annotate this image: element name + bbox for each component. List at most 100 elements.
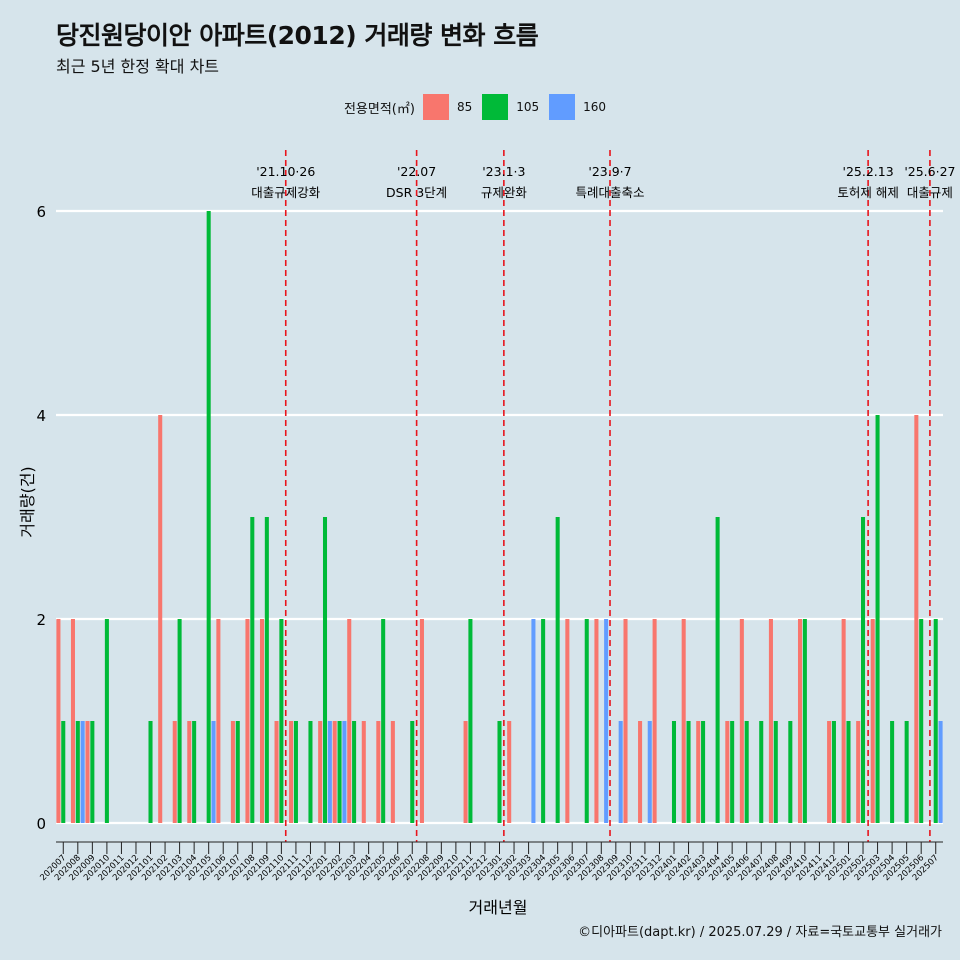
bar-85-202008 [70, 619, 75, 823]
legend-label-105: 105 [516, 100, 540, 114]
legend-label-85: 85 [456, 100, 473, 114]
bar-105-202107 [235, 721, 240, 823]
bar-85-202007 [56, 619, 61, 823]
legend-swatch-160 [549, 94, 576, 120]
bar-160-202105 [211, 721, 216, 823]
bar-105-202403 [701, 721, 706, 823]
y-tick-label: 0 [36, 815, 46, 833]
bar-85-202204 [361, 721, 366, 823]
bar-85-202302 [507, 721, 512, 823]
legend-item-85: 85 [422, 94, 473, 120]
bar-105-202008 [75, 721, 80, 823]
bar-105-202409 [788, 721, 793, 823]
event-date-label: '25.2.13 [843, 164, 894, 179]
legend-item-160: 160 [549, 94, 606, 120]
event-date-label: '22.07 [397, 164, 436, 179]
chart-subtitle: 최근 5년 한정 확대 차트 [56, 57, 220, 76]
bar-105-202109 [264, 517, 269, 823]
event-markers: '21.10·26 대출규제강화 '22.07 DSR 3단계 '23.1·3 규제완화 '… [251, 150, 955, 842]
bar-105-202501 [846, 721, 851, 823]
event-date-label: '21.10·26 [256, 164, 315, 179]
event-date-label: '23.1·3 [482, 164, 525, 179]
bar-105-202211 [468, 619, 473, 823]
bar-105-202503 [875, 415, 880, 823]
legend-label-160: 160 [583, 100, 607, 114]
event-name-label: 대출규제 [907, 185, 953, 200]
bar-85-202408 [768, 619, 773, 823]
legend-item-105: 105 [482, 94, 539, 120]
bar-105-202404 [715, 517, 720, 823]
bar-85-202410 [797, 619, 803, 823]
bar-85-202106 [216, 619, 221, 823]
bar-160-202202 [342, 721, 347, 823]
bar-105-202406 [744, 721, 749, 823]
bar-105-202305 [555, 517, 560, 823]
bar-85-202205 [376, 721, 381, 823]
bar-85-202312 [652, 619, 657, 823]
bar-105-202402 [686, 721, 691, 823]
bar-85-202202 [332, 721, 337, 823]
bar-85-202405 [725, 721, 730, 823]
bar-85-202107 [230, 721, 235, 823]
bar-85-202402 [681, 619, 686, 823]
bar-160-202303 [531, 619, 536, 823]
bar-105-202405 [730, 721, 735, 823]
caption: ©디아파트(dapt.kr) / 2025.07.29 / 자료=국토교통부 실… [578, 925, 942, 940]
bar-85-202502 [856, 721, 861, 823]
bar-85-202311 [638, 721, 643, 823]
bar-105-202207 [410, 721, 415, 823]
event-name-label: DSR 3단계 [386, 185, 447, 200]
bar-105-202301 [497, 721, 502, 823]
gridlines [56, 209, 943, 825]
bar-85-202406 [739, 619, 744, 823]
bar-160-202008 [80, 721, 85, 823]
event-name-label: 규제완화 [481, 185, 528, 200]
bar-105-202112 [308, 721, 313, 823]
bar-85-202310 [623, 619, 628, 823]
bar-105-202408 [773, 721, 778, 823]
bar-105-202103 [177, 619, 182, 823]
bar-85-202403 [696, 721, 701, 823]
bar-85-202104 [187, 721, 192, 823]
event-date-label: '23.9·7 [588, 164, 631, 179]
bars [56, 211, 943, 823]
bar-105-202307 [584, 619, 589, 823]
bar-105-202507 [933, 619, 938, 823]
bar-85-202203 [347, 619, 352, 823]
bar-85-202501 [841, 619, 846, 823]
bar-85-202009 [85, 721, 90, 823]
bar-105-202105 [206, 211, 211, 823]
bar-105-202505 [904, 721, 909, 823]
bar-105-202108 [250, 517, 255, 823]
bar-85-202109 [259, 619, 265, 823]
bar-160-202201 [327, 721, 332, 823]
bar-105-202205 [381, 619, 386, 823]
bar-85-202206 [390, 721, 395, 823]
bar-105-202504 [890, 721, 895, 823]
y-tick-label: 6 [36, 203, 46, 221]
bar-160-202308 [604, 619, 609, 823]
bar-105-202101 [148, 721, 153, 823]
event-name-label: 특례대출축소 [576, 185, 645, 200]
bar-160-202507 [938, 721, 943, 823]
bar-105-202203 [352, 721, 357, 823]
legend: 전용면적(㎡) 85 105 160 [0, 92, 960, 122]
bar-85-202506 [914, 415, 919, 823]
event-name-label: 토허제 해제 [837, 185, 898, 200]
chart-title: 당진원당이안 아파트(2012) 거래량 변화 흐름 [56, 21, 539, 50]
bar-105-202401 [671, 721, 677, 823]
bar-105-202506 [919, 619, 924, 823]
x-axis-title: 거래년월 [469, 898, 528, 917]
event-name-label: 대출규제강화 [251, 185, 321, 200]
bar-105-202412 [831, 721, 836, 823]
bar-105-202502 [861, 517, 866, 823]
bar-85-202201 [318, 721, 323, 823]
bar-105-202104 [192, 721, 197, 823]
legend-title: 전용면적(㎡) [343, 101, 415, 117]
legend-swatch-85 [422, 94, 449, 120]
bar-160-202309 [618, 721, 623, 823]
bar-85-202503 [870, 619, 875, 823]
bar-85-202412 [827, 721, 832, 823]
bar-85-202306 [565, 619, 570, 823]
bar-105-202007 [61, 721, 66, 823]
